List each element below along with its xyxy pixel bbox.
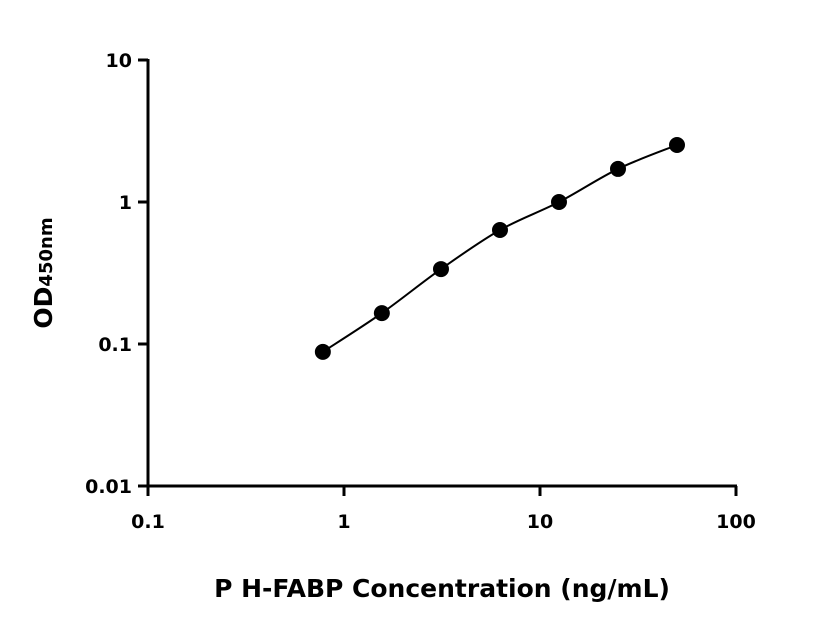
x-tick-label: 100: [716, 511, 756, 533]
y-tick-label: 0.1: [98, 334, 132, 356]
x-axis-title: P H-FABP Concentration (ng/mL): [214, 574, 670, 603]
ticks: 0.1 1 10 100 0.01 0.1 1 10: [85, 50, 756, 533]
y-tick-label: 0.01: [85, 476, 132, 498]
y-axis-title: OD450nm: [29, 217, 58, 328]
axes: [146, 59, 737, 488]
data-point: [491, 222, 508, 239]
y-axis-title-main: OD: [29, 287, 58, 329]
fit-curve: [322, 144, 678, 353]
y-tick-label: 10: [106, 50, 132, 72]
data-point: [550, 194, 567, 210]
data-point: [668, 137, 685, 154]
x-tick-label: 1: [337, 511, 350, 533]
data-point: [314, 343, 331, 360]
x-tick-label: 0.1: [131, 511, 165, 533]
data-point: [373, 305, 390, 322]
data-points: [314, 137, 685, 360]
y-tick-label: 1: [119, 192, 132, 214]
data-point: [609, 160, 626, 177]
y-axis-title-subscript: 450nm: [36, 217, 57, 286]
data-point: [432, 261, 449, 278]
x-tick-label: 10: [527, 511, 553, 533]
